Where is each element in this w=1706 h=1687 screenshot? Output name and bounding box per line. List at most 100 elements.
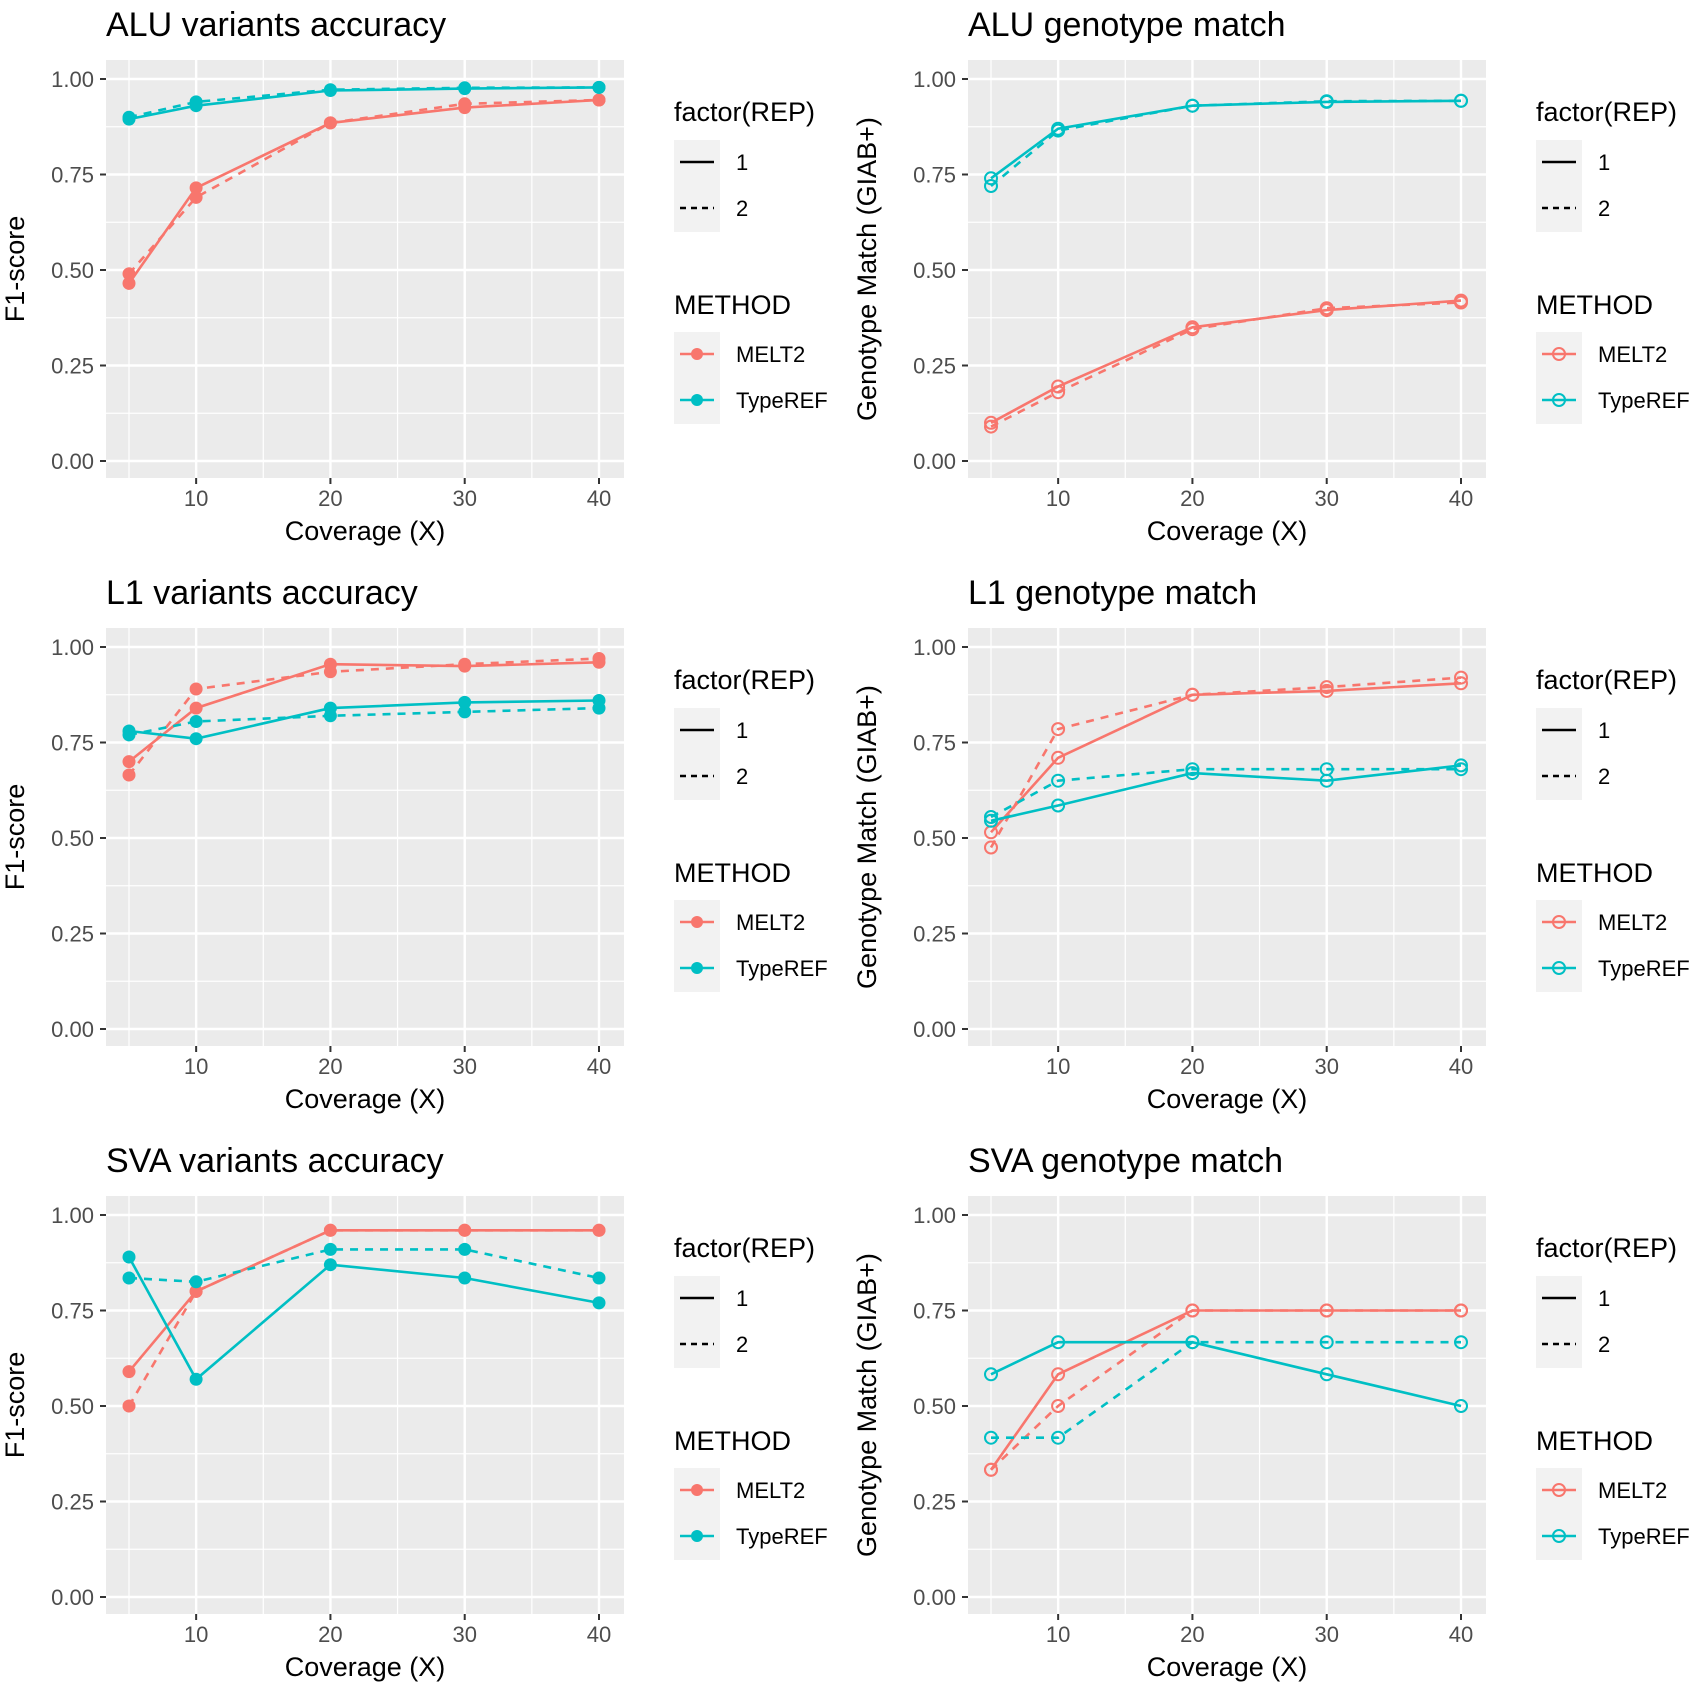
legend-marker-melt2-icon (1552, 915, 1566, 929)
y-tick-label: 0.50 (913, 826, 956, 851)
data-point-melt2-rep2 (189, 1284, 203, 1298)
series-line-melt2-rep2 (989, 676, 1462, 849)
data-point-typeref-rep2 (984, 810, 998, 824)
legend-label-rep: 1 (736, 718, 748, 743)
data-point-typeref-rep1 (189, 1372, 203, 1386)
data-point-melt2-rep2 (592, 93, 606, 107)
legend-marker-melt2-icon (691, 916, 703, 928)
legend-title-rep: factor(REP) (674, 97, 815, 127)
series-line-melt2-rep2 (990, 1309, 1461, 1471)
data-point-typeref-rep2 (323, 709, 337, 723)
data-point-melt2-rep2 (323, 1223, 337, 1237)
data-point-typeref-rep2 (323, 1242, 337, 1256)
data-point-melt2-rep2 (323, 665, 337, 679)
data-point-typeref-rep2 (1185, 98, 1200, 113)
legend: factor(REP) 1 2 METHOD MELT2 TypeREF (674, 1233, 828, 1560)
data-point-typeref-rep2 (984, 179, 998, 193)
x-tick-label: 40 (587, 486, 611, 511)
y-tick-label: 0.75 (913, 163, 956, 188)
legend-key-bg (1536, 900, 1582, 992)
legend-label-rep: 1 (736, 150, 748, 175)
legend: factor(REP) 1 2 METHOD MELT2 TypeREF (1536, 97, 1690, 424)
data-point-typeref-rep2 (189, 1275, 203, 1289)
data-point-typeref-rep2 (458, 705, 472, 719)
y-tick-label: 0.25 (913, 922, 956, 947)
y-tick-label: 1.00 (51, 1203, 94, 1228)
legend-key-bg (1536, 332, 1582, 424)
y-tick-label: 0.75 (913, 731, 956, 756)
legend-title-rep: factor(REP) (1536, 1233, 1677, 1263)
x-tick-label: 20 (318, 486, 342, 511)
data-point-typeref-rep1 (1454, 1399, 1468, 1413)
legend-label-method: TypeREF (736, 1524, 828, 1549)
data-point-melt2-rep2 (1185, 322, 1200, 337)
x-axis-label: Coverage (X) (1147, 516, 1308, 546)
chart-panel-4: L1 genotype match 0.00 0.25 0.50 0.75 1.00 10 2… (852, 574, 1690, 1114)
data-point-typeref-rep1 (1051, 1335, 1066, 1350)
legend-key-bg (1536, 708, 1582, 800)
data-point-melt2-rep1 (1454, 676, 1468, 691)
data-point-melt2-rep2 (1051, 722, 1066, 737)
x-tick-label: 40 (587, 1622, 611, 1647)
legend-label-rep: 2 (1598, 196, 1610, 221)
legend-label-method: MELT2 (736, 1478, 805, 1503)
y-tick-label: 0.25 (913, 1490, 956, 1515)
x-tick-label: 10 (1046, 1622, 1070, 1647)
series-line-melt2-rep1 (990, 299, 1462, 424)
x-axis-label: Coverage (X) (1147, 1652, 1308, 1682)
legend-key-bg (1536, 1276, 1582, 1368)
y-tick-label: 0.00 (913, 1585, 956, 1610)
y-tick-label: 0.75 (913, 1299, 956, 1324)
x-tick-label: 10 (184, 1622, 208, 1647)
x-tick-label: 30 (452, 1622, 476, 1647)
data-point-melt2-rep2 (1319, 301, 1334, 316)
x-tick-label: 30 (452, 486, 476, 511)
data-point-melt2-rep2 (323, 116, 337, 130)
plot-area (122, 80, 606, 290)
x-tick-label: 20 (1180, 486, 1204, 511)
y-tick-label: 1.00 (51, 67, 94, 92)
legend-key-bg (674, 1276, 720, 1368)
data-point-typeref-rep2 (1454, 762, 1468, 777)
legend-marker-typeref-icon (1552, 393, 1566, 407)
legend-key-bg (674, 900, 720, 992)
series-line-typeref-rep2 (991, 1340, 1461, 1439)
legend-label-rep: 1 (1598, 718, 1610, 743)
legend-title-rep: factor(REP) (1536, 97, 1677, 127)
x-tick-label: 10 (1046, 1054, 1070, 1079)
y-tick-label: 0.50 (51, 826, 94, 851)
legend-label-rep: 1 (736, 1286, 748, 1311)
x-axis-label: Coverage (X) (285, 516, 446, 546)
x-axis-label: Coverage (X) (285, 1652, 446, 1682)
data-point-typeref-rep2 (189, 95, 203, 109)
y-tick-label: 0.00 (913, 449, 956, 474)
data-point-melt2-rep2 (458, 1223, 472, 1237)
data-point-melt2-rep2 (984, 840, 998, 855)
legend-label-rep: 1 (1598, 150, 1610, 175)
data-point-typeref-rep1 (984, 813, 998, 828)
chart-panel-6: SVA genotype match 0.00 0.25 0.50 0.75 1.00 10… (852, 1142, 1690, 1682)
data-point-typeref-rep1 (1185, 766, 1200, 781)
legend: factor(REP) 1 2 METHOD MELT2 TypeREF (1536, 1233, 1690, 1560)
legend-label-rep: 2 (1598, 1332, 1610, 1357)
legend-label-method: TypeREF (1598, 1524, 1690, 1549)
y-tick-label: 0.25 (913, 354, 956, 379)
data-point-melt2-rep1 (122, 276, 136, 290)
legend-key-bg (1536, 140, 1582, 232)
chart-panel-5: SVA variants accuracy 0.00 0.25 0.50 0.75 1.0… (0, 1142, 828, 1682)
data-point-typeref-rep2 (1051, 1430, 1066, 1445)
x-axis-label: Coverage (X) (1147, 1084, 1308, 1114)
y-tick-label: 1.00 (913, 635, 956, 660)
data-point-typeref-rep1 (189, 732, 203, 746)
legend: factor(REP) 1 2 METHOD MELT2 TypeREF (1536, 665, 1690, 992)
data-point-melt2-rep2 (592, 652, 606, 665)
data-point-melt2-rep2 (189, 682, 203, 696)
data-point-typeref-rep2 (1319, 1335, 1334, 1350)
data-point-typeref-rep1 (1454, 758, 1468, 773)
x-tick-label: 40 (587, 1054, 611, 1079)
y-tick-label: 0.00 (51, 1017, 94, 1042)
data-point-typeref-rep2 (1185, 1335, 1200, 1350)
chart-title: ALU genotype match (968, 6, 1286, 44)
data-point-typeref-rep2 (323, 83, 337, 97)
plot-area (984, 670, 1468, 855)
